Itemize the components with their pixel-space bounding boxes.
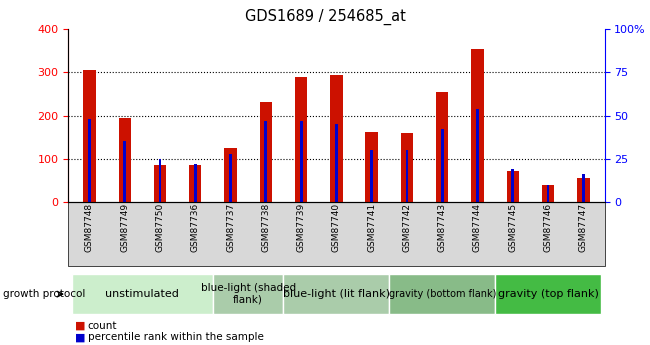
Bar	[224, 148, 237, 202]
Bar	[194, 164, 197, 202]
Bar	[476, 109, 479, 202]
Bar	[577, 178, 590, 202]
Text: gravity (top flank): gravity (top flank)	[498, 289, 599, 299]
Bar	[365, 131, 378, 202]
Bar	[159, 159, 161, 202]
Bar	[124, 141, 126, 202]
Bar	[189, 165, 202, 202]
Bar	[401, 133, 413, 202]
Text: blue-light (shaded
flank): blue-light (shaded flank)	[201, 283, 296, 305]
Bar	[370, 150, 373, 202]
Bar	[83, 70, 96, 202]
Bar	[229, 154, 232, 202]
Bar	[406, 150, 408, 202]
Text: ■: ■	[75, 321, 85, 331]
Text: gravity (bottom flank): gravity (bottom flank)	[389, 289, 496, 299]
Text: blue-light (lit flank): blue-light (lit flank)	[283, 289, 390, 299]
Bar	[335, 124, 338, 202]
Bar	[506, 171, 519, 202]
Text: GDS1689 / 254685_at: GDS1689 / 254685_at	[244, 9, 406, 25]
Bar	[88, 119, 91, 202]
Bar	[512, 169, 514, 202]
Bar	[259, 102, 272, 202]
Bar	[295, 77, 307, 202]
Bar	[441, 129, 443, 202]
Text: percentile rank within the sample: percentile rank within the sample	[88, 333, 264, 342]
Bar	[471, 49, 484, 202]
Bar	[547, 185, 549, 202]
Text: ■: ■	[75, 333, 85, 342]
Text: unstimulated: unstimulated	[105, 289, 179, 299]
Bar	[582, 174, 585, 202]
Bar	[542, 186, 554, 202]
Bar	[154, 165, 166, 202]
Text: growth protocol: growth protocol	[3, 289, 86, 299]
Bar	[300, 121, 302, 202]
Bar	[436, 92, 448, 202]
Bar	[118, 118, 131, 202]
Bar	[265, 121, 267, 202]
Text: count: count	[88, 321, 117, 331]
Bar	[330, 76, 343, 202]
